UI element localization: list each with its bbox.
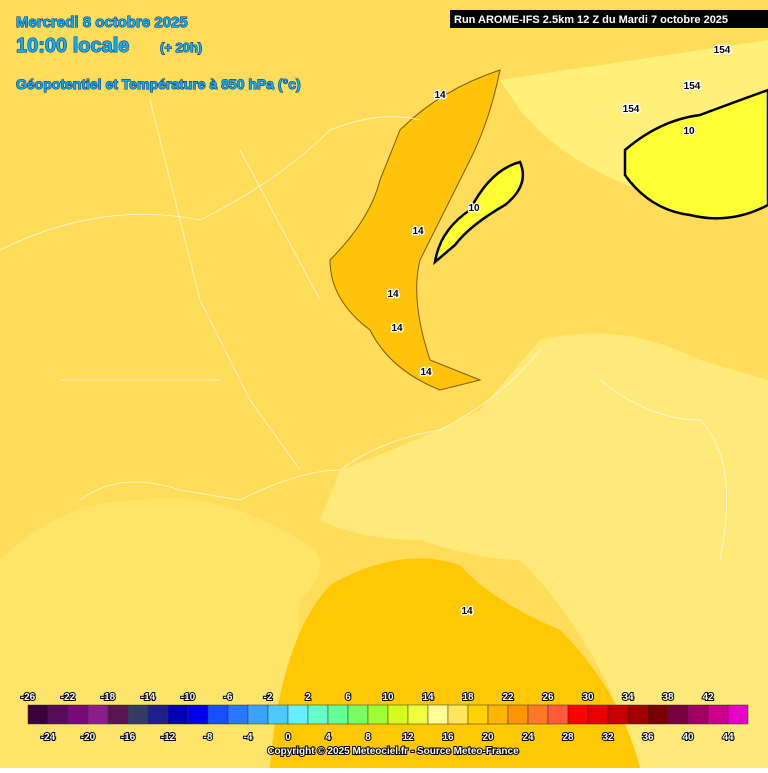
legend-tick: 6: [345, 692, 351, 703]
legend-swatch: [467, 704, 489, 725]
legend-tick: -2: [264, 692, 273, 703]
legend-swatch: [687, 704, 709, 725]
field: Géopotentiel et Température à 850 hPa (°…: [16, 76, 301, 92]
legend-tick: 20: [482, 732, 494, 743]
legend-tick: 8: [365, 732, 371, 743]
lead: (+ 20h): [160, 40, 202, 55]
date: Mercredi 8 octobre 2025: [16, 14, 188, 31]
legend-swatch: [227, 704, 249, 725]
sea-west: [0, 498, 320, 768]
legend-swatch: [347, 704, 369, 725]
legend-tick: 2: [305, 692, 311, 703]
legend-tick: -18: [101, 692, 116, 703]
cold-pocket-east: [623, 88, 768, 220]
legend-tick: 38: [662, 692, 674, 703]
legend-tick: -6: [224, 692, 233, 703]
legend-swatch: [727, 704, 749, 725]
legend-tick: -14: [141, 692, 156, 703]
legend-tick: 32: [602, 732, 614, 743]
legend-swatch: [27, 704, 49, 725]
contour-labels: 14 10 14 14 14 14 14 154 154 154 10: [386, 44, 732, 619]
legend-swatch: [247, 704, 269, 725]
legend-swatch: [567, 704, 589, 725]
legend-swatch: [547, 704, 569, 725]
legend-swatch: [407, 704, 429, 725]
legend-tick: -12: [161, 732, 176, 743]
legend-tick: 26: [542, 692, 554, 703]
legend-tick: 10: [382, 692, 394, 703]
contour-label: 14: [461, 606, 473, 617]
contour-label: 14: [434, 90, 446, 101]
contour-label: 14: [420, 367, 432, 378]
legend-tick: 30: [582, 692, 594, 703]
legend-swatch: [607, 704, 629, 725]
borders: [0, 99, 728, 561]
legend-tick: 42: [702, 692, 714, 703]
legend-tick: 12: [402, 732, 414, 743]
legend-tick: 40: [682, 732, 694, 743]
contour-label: 154: [714, 45, 731, 56]
legend-tick: -16: [121, 732, 136, 743]
legend-swatch: [187, 704, 209, 725]
legend-swatch: [147, 704, 169, 725]
legend-tick: 36: [642, 732, 654, 743]
legend-tick: -26: [21, 692, 36, 703]
legend-tick: 28: [562, 732, 574, 743]
time: 10:00 locale: [16, 35, 129, 57]
legend-swatch: [127, 704, 149, 725]
legend-tick: -22: [61, 692, 76, 703]
legend-tick: 0: [285, 732, 291, 743]
legend-tick: 24: [522, 732, 534, 743]
legend-swatch: [627, 704, 649, 725]
legend-tick: 34: [622, 692, 634, 703]
color-legend: -26 -22 -18 -14 -10 -6 -2 2 6 10 14 18 22 26 30 34 38 42-…: [20, 691, 749, 744]
legend-swatch: [667, 704, 689, 725]
legend-swatch: [107, 704, 129, 725]
legend-tick: 18: [462, 692, 474, 703]
contour-label: 14: [391, 323, 403, 334]
legend-tick: -24: [41, 732, 56, 743]
legend-swatch: [307, 704, 329, 725]
legend-swatch: [167, 704, 189, 725]
legend-tick: -8: [204, 732, 213, 743]
legend-tick: 4: [325, 732, 331, 743]
legend-tick: 14: [422, 692, 434, 703]
alps-warm: [329, 69, 501, 391]
legend-swatch: [267, 704, 289, 725]
legend-swatch: [587, 704, 609, 725]
contour-label: 14: [387, 289, 399, 300]
legend-swatch: [507, 704, 529, 725]
legend-swatch: [67, 704, 89, 725]
contour-label: 10: [683, 126, 695, 137]
run-label: Run AROME-IFS 2.5km 12 Z du Mardi 7 octo…: [454, 14, 728, 26]
legend-swatch: [647, 704, 669, 725]
contour-label: 154: [623, 104, 640, 115]
copyright: Copyright © 2025 Meteociel.fr - Source M…: [267, 746, 519, 757]
legend-tick: 22: [502, 692, 514, 703]
legend-swatch: [527, 704, 549, 725]
legend-tick: 16: [442, 732, 454, 743]
legend-swatch: [707, 704, 729, 725]
legend-tick: -4: [244, 732, 253, 743]
legend-swatch: [447, 704, 469, 725]
legend-swatch: [367, 704, 389, 725]
legend-swatch: [487, 704, 509, 725]
legend-swatch: [47, 704, 69, 725]
legend-swatch: [207, 704, 229, 725]
legend-swatch: [387, 704, 409, 725]
run-box: [450, 10, 768, 28]
contour-label: 154: [684, 81, 701, 92]
contour-label: 10: [468, 203, 480, 214]
sea: [320, 333, 768, 768]
legend-swatch: [327, 704, 349, 725]
legend-tick: -20: [81, 732, 96, 743]
legend-tick: 44: [722, 732, 734, 743]
contour-label: 14: [412, 226, 424, 237]
cold-pocket: [433, 160, 525, 266]
legend-swatch: [287, 704, 309, 725]
legend-swatch: [87, 704, 109, 725]
legend-tick: -10: [181, 692, 196, 703]
legend-swatch: [427, 704, 449, 725]
